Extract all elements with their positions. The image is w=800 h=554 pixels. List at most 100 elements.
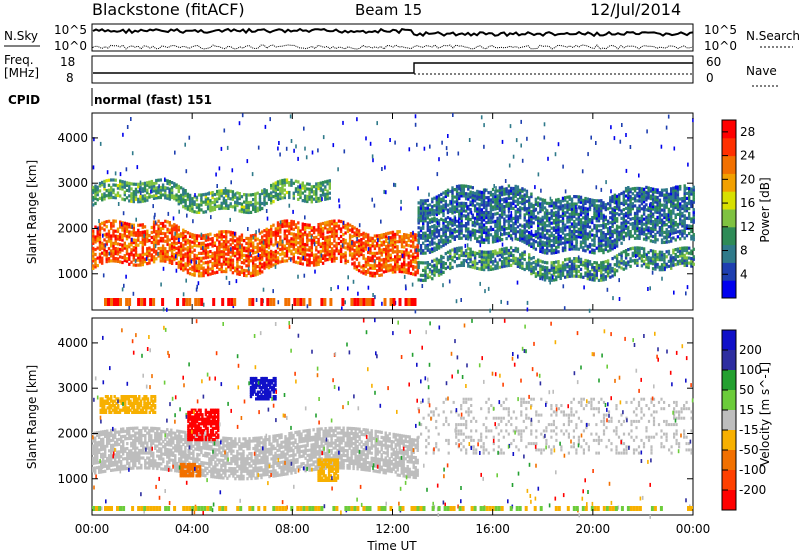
power-cell — [98, 230, 102, 234]
power-cell — [267, 233, 271, 237]
power-cell — [615, 239, 619, 243]
power-cell — [550, 249, 553, 253]
power-cell — [326, 194, 329, 198]
power-cell — [674, 263, 677, 267]
power-cell — [188, 252, 192, 256]
power-cell — [660, 268, 664, 272]
power-cell — [611, 257, 614, 261]
power-cell — [337, 251, 341, 256]
power-cell — [193, 202, 196, 206]
power-cell — [548, 221, 551, 225]
power-cell — [152, 189, 156, 193]
power-cell — [487, 235, 490, 240]
power-cell — [123, 193, 126, 197]
power-cell — [615, 254, 619, 258]
power-cell — [333, 231, 336, 236]
power-cell — [476, 261, 479, 266]
power-cell — [480, 260, 483, 264]
power-cell — [94, 184, 97, 188]
power-cell — [346, 222, 350, 226]
power-cell — [624, 211, 628, 215]
power-cell — [638, 191, 641, 196]
power-cell — [409, 239, 413, 243]
power-cell — [125, 181, 129, 185]
power-cell — [613, 196, 616, 200]
power-cell — [573, 222, 576, 226]
power-cell — [409, 244, 413, 248]
power-cell — [509, 191, 513, 195]
power-cell — [173, 240, 176, 244]
power-cell — [449, 239, 452, 243]
power-cell — [557, 227, 560, 231]
power-cell — [539, 232, 542, 236]
power-cell — [321, 188, 325, 192]
power-cell — [613, 228, 616, 232]
power-cell — [561, 231, 565, 235]
power-cell — [467, 234, 470, 238]
power-cell — [649, 209, 653, 213]
power-cell — [400, 250, 404, 254]
power-cell — [602, 251, 605, 255]
power-cell — [110, 178, 113, 182]
power-cell — [369, 263, 372, 268]
power-cell — [431, 197, 434, 201]
power-cell — [566, 220, 569, 224]
power-cell — [227, 260, 230, 264]
power-cell — [272, 187, 275, 191]
power-cell — [328, 179, 331, 183]
power-cell — [584, 236, 587, 240]
power-cell — [613, 213, 616, 217]
power-cell — [276, 261, 280, 265]
power-cell — [602, 226, 605, 230]
power-cell — [400, 242, 404, 246]
power-cell — [170, 256, 174, 260]
power-cell — [660, 203, 664, 207]
power-cell — [670, 209, 673, 213]
power-cell — [303, 223, 307, 227]
power-cell — [107, 234, 111, 238]
power-cell — [157, 178, 160, 182]
power-cell — [543, 273, 547, 277]
power-cell — [261, 245, 264, 249]
power-cell — [645, 223, 648, 227]
power-cell — [103, 248, 106, 252]
power-cell — [555, 223, 558, 227]
power-cell — [179, 264, 183, 268]
power-cell — [143, 194, 147, 198]
power-cell — [143, 257, 147, 261]
power-cell — [125, 222, 129, 226]
nave-tick-bottom: 0 — [706, 71, 714, 85]
power-cell — [346, 242, 350, 246]
power-cell — [94, 187, 97, 191]
power-cell — [437, 271, 441, 275]
power-cell — [114, 196, 117, 200]
power-cell — [491, 260, 495, 264]
power-cell — [98, 260, 102, 264]
power-cell — [534, 232, 538, 236]
power-cell — [559, 199, 562, 203]
power-cell — [638, 194, 641, 198]
power-cell — [651, 262, 655, 266]
power-cell — [209, 204, 212, 208]
power-cell — [469, 200, 472, 204]
power-cell — [467, 229, 470, 234]
power-cell — [557, 225, 560, 229]
power-cell — [446, 211, 450, 215]
power-cell — [539, 234, 542, 238]
power-cell — [130, 250, 133, 254]
power-cell — [218, 252, 221, 257]
power-cell — [143, 242, 147, 246]
power-cell — [548, 201, 551, 205]
power-cell — [523, 208, 526, 212]
power-cell — [197, 193, 201, 197]
power-cell — [453, 235, 456, 239]
power-cell — [638, 186, 641, 191]
power-cell — [656, 223, 659, 227]
power-cell — [245, 269, 248, 273]
power-cell — [458, 224, 461, 228]
power-cell — [444, 202, 447, 206]
power-cell — [114, 234, 117, 238]
power-cell — [658, 206, 662, 210]
power-cell — [537, 243, 540, 247]
power-cell — [288, 193, 291, 197]
